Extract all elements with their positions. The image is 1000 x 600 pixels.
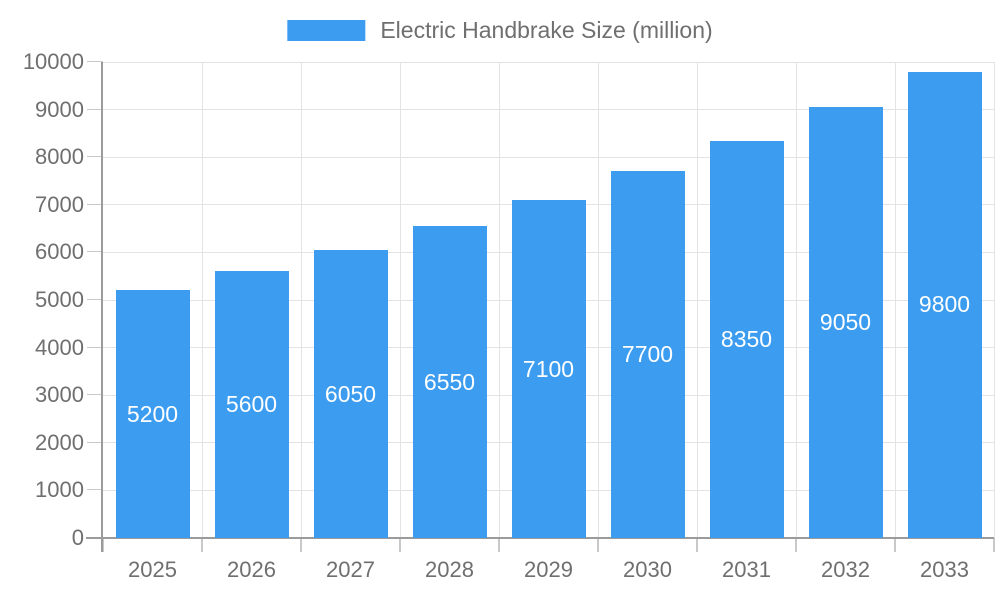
bar-2027: 6050 — [313, 250, 388, 538]
x-axis-tick — [894, 538, 896, 552]
y-axis-label: 10000 — [22, 49, 84, 74]
y-axis-tick — [87, 346, 103, 348]
v-gridline — [399, 62, 401, 538]
x-axis-label: 2028 — [425, 557, 474, 582]
v-gridline — [300, 62, 302, 538]
y-axis-label: 2000 — [35, 429, 84, 455]
x-axis-label: 2027 — [326, 557, 375, 582]
x-axis-label: 2031 — [722, 557, 771, 582]
x-axis-label: 2032 — [821, 557, 870, 582]
v-gridline — [993, 62, 995, 538]
y-axis-line — [101, 62, 103, 552]
legend-label: Electric Handbrake Size (million) — [380, 17, 713, 43]
x-axis-tick — [795, 538, 797, 552]
y-axis-label: 8000 — [35, 144, 84, 170]
v-gridline — [894, 62, 896, 538]
bar-2033: 9800 — [907, 71, 982, 538]
y-axis-tick — [87, 251, 103, 253]
h-gridline — [103, 61, 994, 63]
y-axis-label: 3000 — [35, 382, 84, 408]
bar-2030: 7700 — [610, 171, 685, 538]
bar-value-label: 7100 — [522, 355, 575, 382]
y-axis-label: 7000 — [35, 191, 84, 217]
y-axis-tick — [87, 441, 103, 443]
v-gridline — [795, 62, 797, 538]
y-axis-label: 4000 — [35, 334, 84, 360]
y-axis-tick — [87, 156, 103, 158]
x-axis-tick — [696, 538, 698, 552]
bar-value-label: 9050 — [819, 309, 872, 336]
bar-2032: 9050 — [808, 107, 883, 538]
bar-2025: 5200 — [115, 290, 190, 538]
x-axis-tick — [399, 538, 401, 552]
x-axis-tick — [498, 538, 500, 552]
bar-value-label: 8350 — [720, 325, 773, 352]
y-axis-tick — [87, 108, 103, 110]
x-axis-tick — [993, 538, 995, 552]
bar-value-label: 9800 — [918, 291, 971, 318]
bar-value-label: 5200 — [126, 400, 179, 427]
y-axis-label: 5000 — [35, 287, 84, 312]
y-axis-label: 9000 — [35, 96, 84, 122]
h-gridline — [103, 156, 994, 158]
bar-value-label: 5600 — [225, 391, 278, 418]
bar-2029: 7100 — [511, 200, 586, 538]
y-axis-label: 0 — [71, 525, 84, 550]
x-axis-tick — [597, 538, 599, 552]
x-axis-label: 2033 — [920, 557, 969, 582]
x-axis-label: 2030 — [623, 557, 672, 582]
y-axis-tick — [87, 489, 103, 491]
y-axis-tick — [87, 61, 103, 62]
v-gridline — [201, 62, 203, 538]
v-gridline — [696, 62, 698, 538]
x-axis-tick — [201, 538, 203, 552]
x-axis-label: 2029 — [524, 557, 573, 582]
x-axis-tick — [300, 538, 302, 552]
v-gridline — [498, 62, 500, 538]
legend-swatch — [287, 20, 366, 41]
legend-item[interactable]: Electric Handbrake Size (million) — [287, 17, 713, 43]
v-gridline — [597, 62, 599, 538]
y-axis-label: 6000 — [35, 239, 84, 265]
x-axis-line — [86, 537, 994, 539]
x-axis-label: 2025 — [128, 557, 177, 582]
bar-2026: 5600 — [214, 271, 289, 538]
h-gridline — [103, 109, 994, 111]
bar-value-label: 7700 — [621, 341, 674, 368]
x-axis-tick — [102, 538, 104, 552]
y-axis-label: 1000 — [35, 477, 84, 503]
y-axis-tick — [87, 203, 103, 205]
x-axis-label: 2026 — [227, 557, 276, 582]
y-axis-tick — [87, 394, 103, 396]
y-axis-tick — [87, 299, 103, 300]
bar-2028: 6550 — [412, 226, 487, 538]
bar-2031: 8350 — [709, 140, 784, 538]
bar-value-label: 6050 — [324, 380, 377, 407]
bar-value-label: 6550 — [423, 368, 476, 395]
